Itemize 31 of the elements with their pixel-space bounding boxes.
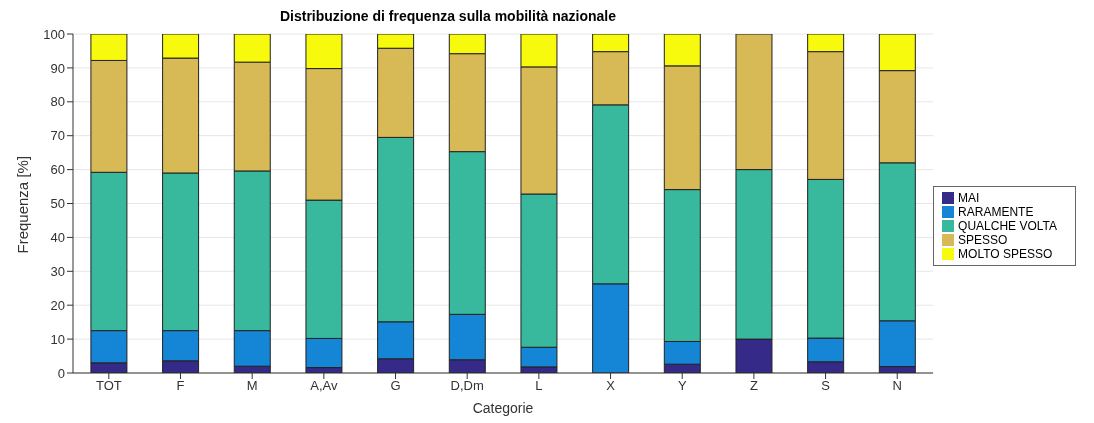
y-tick-label: 50 [50, 196, 65, 212]
y-tick-label: 100 [43, 26, 65, 42]
y-tick-label: 20 [50, 297, 65, 313]
chart-title: Distribuzione di frequenza sulla mobilità nazionale [278, 8, 618, 26]
x-tick-label: D,Dm [450, 378, 484, 394]
x-tick-label: A,Av [310, 378, 338, 394]
legend-label: MOLTO SPESSO [958, 246, 1053, 261]
x-axis-title: Categorie [472, 400, 534, 416]
legend-label: MAI [958, 190, 980, 205]
y-tick-label: 0 [57, 365, 65, 381]
x-tick-label: Z [749, 378, 758, 394]
x-tick-label: TOT [95, 378, 122, 394]
y-axis-title: Frequenza [%] [14, 155, 32, 254]
x-tick-label: L [535, 378, 543, 394]
y-tick-label: 70 [50, 128, 65, 144]
y-tick-label: 30 [50, 263, 65, 279]
y-tick-label: 10 [50, 331, 65, 347]
x-tick-label: M [246, 378, 258, 394]
legend-label: QUALCHE VOLTA [958, 218, 1057, 233]
x-tick-label: F [176, 378, 185, 394]
y-tick-label: 40 [50, 230, 65, 246]
x-tick-label: S [821, 378, 831, 394]
y-tick-label: 80 [50, 94, 65, 110]
legend-label: SPESSO [958, 232, 1008, 247]
y-tick-label: 60 [50, 162, 65, 178]
x-tick-label: Y [677, 378, 687, 394]
x-tick-label: X [606, 378, 616, 394]
x-tick-label: G [390, 378, 401, 394]
y-tick-label: 90 [50, 60, 65, 76]
x-tick-label: N [892, 378, 902, 394]
legend-label: RARAMENTE [958, 204, 1034, 219]
